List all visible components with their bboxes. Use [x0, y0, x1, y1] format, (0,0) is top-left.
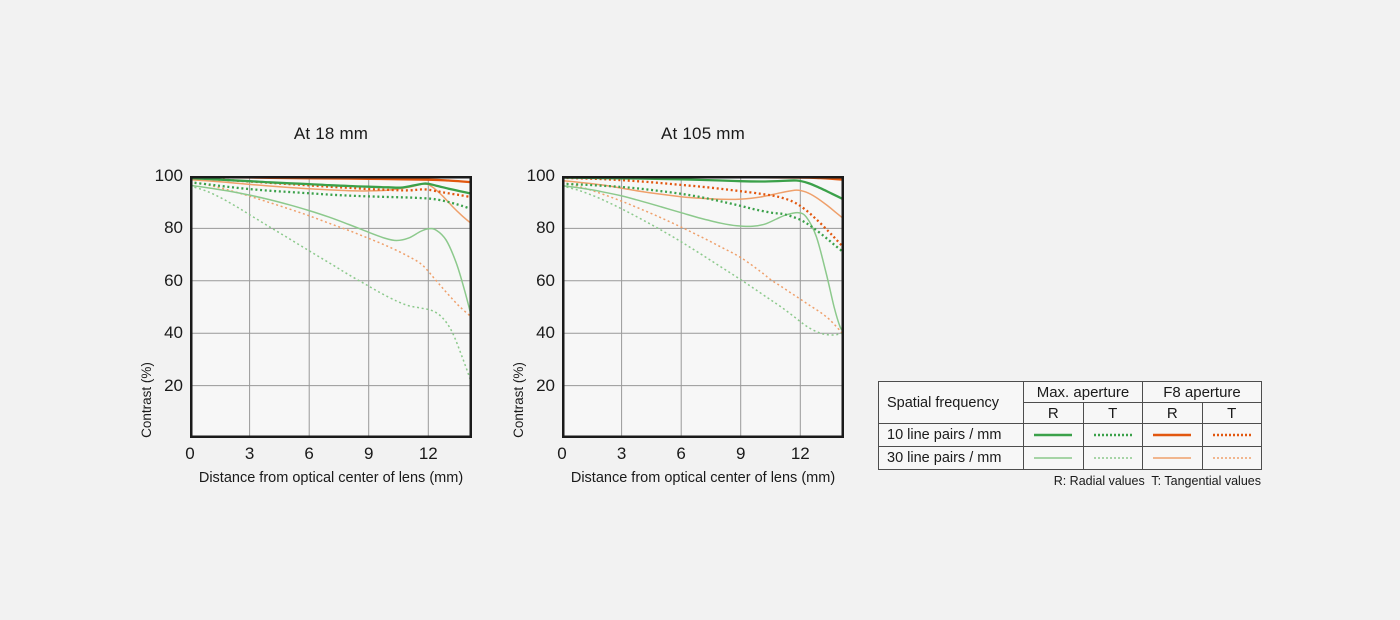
plot-border — [190, 176, 472, 438]
x-tick-label: 3 — [244, 444, 255, 463]
y-axis-label: Contrast (%) — [139, 362, 154, 438]
x-tick-label: 9 — [363, 444, 374, 463]
legend-swatch-30lp-f8-r-line — [1142, 446, 1203, 470]
legend-swatch-10lp-max-r-line — [1023, 423, 1084, 447]
legend-swatch-30lp-max-r-line — [1023, 446, 1084, 470]
legend-swatch-30lp-max-t-line — [1082, 446, 1143, 470]
legend-swatch-10lp-f8-r-line — [1142, 423, 1203, 447]
x-axis-label: Distance from optical center of lens (mm… — [570, 470, 836, 486]
legend-subheader-max-r: R — [1023, 402, 1084, 424]
x-tick-label: 12 — [790, 444, 810, 463]
max-t-10-curve — [190, 181, 472, 211]
legend-line-sample — [1093, 457, 1132, 459]
y-tick-label: 100 — [526, 166, 555, 185]
legend-row-label-10lp: 10 line pairs / mm — [878, 423, 1024, 447]
max-r-10-curve — [190, 176, 472, 195]
legend-swatch-10lp-f8-t-line — [1201, 423, 1262, 447]
legend-line-sample — [1212, 457, 1251, 459]
x-tick-label: 9 — [735, 444, 746, 463]
y-tick-label: 100 — [154, 166, 183, 185]
x-tick-label: 0 — [185, 444, 195, 463]
x-tick-label: 12 — [418, 444, 438, 463]
plot-background — [562, 176, 844, 438]
legend-row-10lp: 10 line pairs / mm — [878, 423, 1262, 447]
legend-subheader-f8-t: T — [1201, 402, 1262, 424]
max-t-30-curve — [190, 185, 472, 385]
legend-header-spatial-frequency: Spatial frequency — [878, 381, 1024, 424]
legend-swatch-10lp-max-t-line — [1082, 423, 1143, 447]
legend-row-label-30lp: 30 line pairs / mm — [878, 446, 1024, 470]
mtf-chart-18mm: At 18 mm Contrast (%) 100 80 60 40 20 0 3 6 9 12… — [139, 118, 560, 503]
legend-header-f8-aperture: F8 aperture — [1142, 381, 1262, 403]
max-t-10-curve — [562, 182, 844, 254]
y-tick-label: 80 — [164, 218, 183, 238]
legend-subheader-f8-r: R — [1142, 402, 1203, 424]
y-tick-label: 60 — [164, 270, 183, 290]
max-r-30-curve — [562, 184, 844, 333]
plot-background — [190, 176, 472, 438]
mtf-plot-18mm — [190, 176, 472, 438]
legend-swatch-30lp-f8-t-line — [1201, 446, 1262, 470]
max-r-10-curve — [562, 176, 844, 201]
max-r-30-curve — [190, 184, 472, 319]
y-tick-label: 60 — [536, 270, 555, 290]
legend-line-sample — [1034, 433, 1073, 437]
y-axis-label: Contrast (%) — [511, 362, 526, 438]
y-tick-label: 80 — [536, 218, 555, 238]
x-tick-label: 0 — [557, 444, 567, 463]
chart-title-105mm: At 105 mm — [661, 124, 745, 143]
legend-line-sample — [1034, 457, 1073, 459]
f8-t-30-curve — [190, 180, 472, 319]
legend-subheader-max-t: T — [1082, 402, 1143, 424]
x-axis-label: Distance from optical center of lens (mm… — [198, 470, 464, 486]
legend-row-30lp: 30 line pairs / mm — [878, 446, 1262, 470]
legend-line-sample — [1093, 433, 1132, 437]
x-tick-label: 3 — [616, 444, 627, 463]
plot-border — [562, 176, 844, 438]
f8-t-30-curve — [562, 181, 844, 336]
x-tick-label: 6 — [304, 444, 314, 463]
mtf-plot-105mm — [562, 176, 844, 438]
legend-footnote: R: Radial values T: Tangential values — [1053, 474, 1261, 488]
legend-header-max-aperture: Max. aperture — [1023, 381, 1143, 403]
legend-line-sample — [1153, 457, 1192, 459]
max-t-30-curve — [562, 185, 844, 336]
x-tick-label: 6 — [676, 444, 686, 463]
f8-r-30-curve — [190, 178, 472, 225]
legend-line-sample — [1153, 433, 1192, 437]
f8-t-10-curve — [562, 176, 844, 249]
legend-line-sample — [1212, 433, 1251, 437]
legend-table: Spatial frequency Max. aperture F8 apert… — [878, 381, 1262, 470]
chart-title-18mm: At 18 mm — [293, 124, 369, 143]
